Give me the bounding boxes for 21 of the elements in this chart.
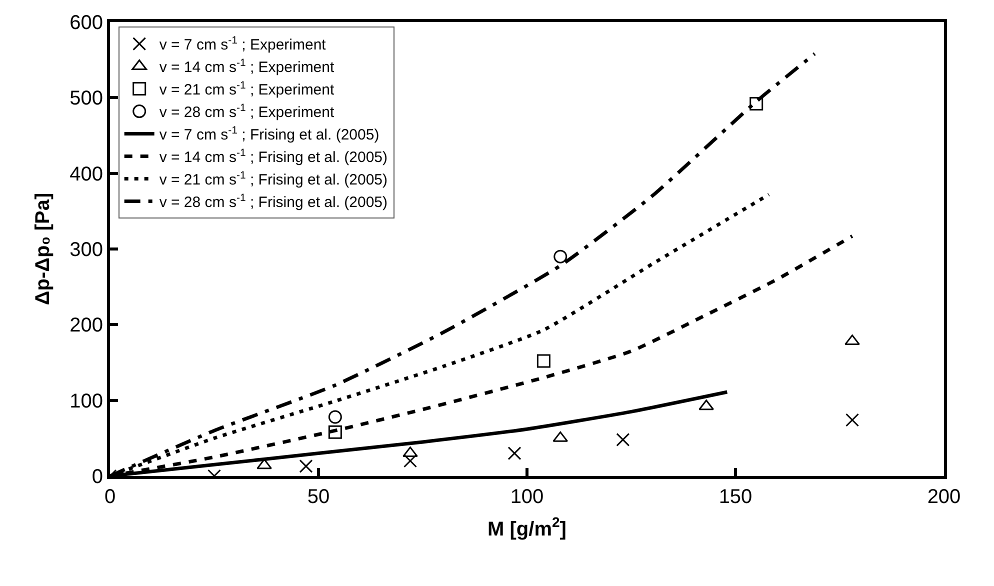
legend-label: v = 21 cm s$^{-1}$ ; Frising et al. (2005) [159,169,388,189]
legend-label: v = 28 cm s$^{-1}$ ; Frising et al. (2005) [159,192,388,212]
legend-label: v = 21 cm s$^{-1}$ ; Experiment [159,79,335,99]
x-tick-label: 200 [927,486,961,508]
legend-label: v = 14 cm s$^{-1}$ ; Frising et al. (2005) [159,146,388,166]
y-tick-label: 200 [70,314,103,337]
y-tick-label: 400 [70,163,103,186]
x-tick-label: 50 [307,486,330,508]
legend-label: v = 28 cm s$^{-1}$ ; Experiment [159,102,335,122]
y-tick-label: 300 [70,239,103,261]
legend-label: v = 7 cm s$^{-1}$ ; Frising et al. (2005) [159,124,380,144]
y-tick-label: 0 [92,466,103,488]
x-tick-label: 150 [718,486,752,508]
y-tick-label: 500 [70,88,103,110]
legend-label: v = 7 cm s$^{-1}$ ; Experiment [159,34,327,54]
x-tick-label: 100 [510,486,544,508]
y-tick-label: 600 [70,12,103,34]
legend-label: v = 14 cm s$^{-1}$ ; Experiment [159,56,335,76]
x-axis-title: M [g/m$^{2}$] [488,514,566,540]
y-tick-label: 100 [70,390,103,412]
y-axis-title: Δp-Δp₀ [Pa] [32,192,54,306]
